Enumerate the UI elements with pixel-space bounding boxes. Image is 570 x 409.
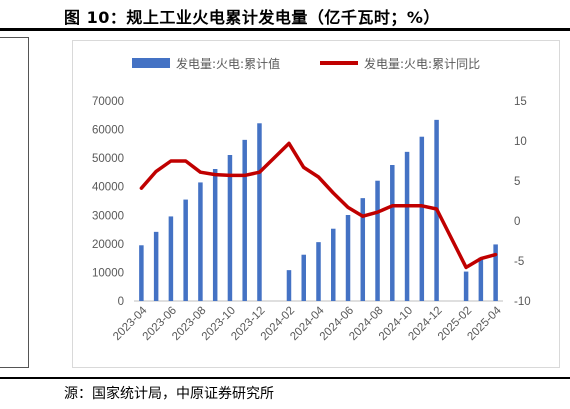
bar (316, 242, 321, 301)
bar (227, 155, 233, 301)
bar (212, 169, 218, 301)
bar (478, 257, 484, 301)
y-left-tick-label: 30000 (92, 210, 124, 222)
bar (404, 151, 410, 301)
y-left-tick-label: 10000 (92, 267, 124, 279)
source-note: 源：国家统计局，中原证券研究所 (64, 386, 274, 402)
bar (419, 136, 425, 301)
y-right-tick-label: 5 (514, 176, 520, 188)
side-bracket-bottom (0, 367, 28, 368)
bar (286, 270, 292, 301)
line-series (139, 141, 498, 270)
y-left-tick-label: 50000 (92, 153, 124, 165)
bar (301, 254, 306, 301)
bar (390, 165, 395, 301)
figure-title: 图 10：规上工业火电累计发电量（亿千瓦时；%） (64, 8, 440, 27)
bar (257, 123, 262, 302)
bar-series (139, 119, 498, 302)
bar (198, 182, 203, 301)
y-right-tick-label: 15 (514, 96, 527, 108)
bar (331, 228, 336, 301)
legend-bar-swatch (132, 58, 170, 68)
top-rule (0, 28, 570, 31)
y-left-tick-label: 60000 (92, 125, 124, 137)
y-right-tick-label: 0 (514, 216, 520, 228)
bar (139, 245, 144, 301)
bar (375, 180, 380, 301)
bar (183, 199, 188, 301)
bar (168, 216, 174, 301)
bar (242, 139, 247, 301)
legend: 发电量:火电:累计值 发电量:火电:累计同比 (132, 56, 480, 71)
bar (463, 271, 469, 301)
y-right-tick-label: -5 (514, 256, 524, 268)
bar (153, 231, 159, 301)
side-bracket-top (0, 37, 28, 38)
y-left-tick-label: 40000 (92, 182, 124, 194)
bar (493, 244, 498, 301)
bar (345, 215, 351, 301)
y-right-tick-label: 10 (514, 136, 527, 148)
y-right-tick-label: -10 (514, 296, 531, 308)
axes: 0 10000 20000 30000 40000 50000 60000 70000 -10 -… (92, 96, 531, 343)
bar (360, 198, 366, 301)
legend-line-label: 发电量:火电:累计同比 (364, 56, 480, 71)
y-left-tick-label: 70000 (92, 96, 124, 108)
side-bracket (28, 37, 29, 368)
x-tick-label: 2025-04 (465, 304, 504, 343)
y-left-tick-label: 20000 (92, 239, 124, 251)
chart-frame (72, 40, 560, 368)
legend-bar-label: 发电量:火电:累计值 (176, 56, 280, 71)
bottom-rule (0, 377, 570, 379)
y-left-tick-label: 0 (118, 296, 124, 308)
